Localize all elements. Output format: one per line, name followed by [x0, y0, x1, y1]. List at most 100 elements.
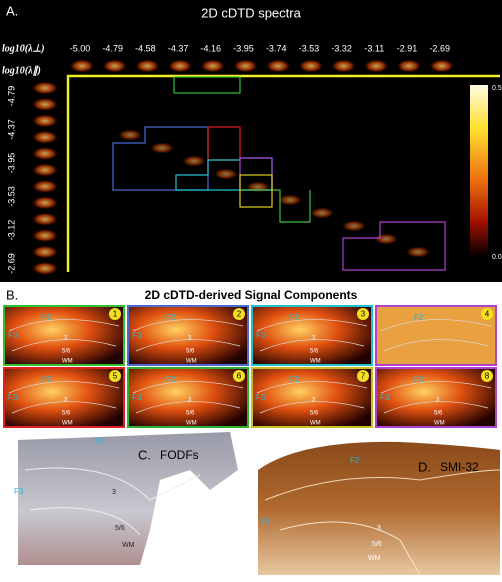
region-label: 5/6 — [186, 411, 195, 417]
top-tick-label: -2.69 — [429, 43, 450, 53]
top-tick-label: -3.95 — [233, 43, 254, 53]
thumbnail — [167, 59, 193, 73]
region-label: F3 — [256, 393, 266, 402]
top-tick-label: -3.74 — [266, 43, 287, 53]
region-label: 3 — [112, 489, 116, 496]
thumbnail — [429, 59, 455, 73]
thumbnail — [373, 233, 399, 245]
thumbnail — [134, 59, 160, 73]
region-label: F3 — [8, 393, 18, 402]
region-label: 5/6 — [310, 411, 319, 417]
region-label: WM — [310, 421, 321, 427]
tile-number: 3 — [361, 310, 366, 319]
region-label: F3 — [380, 393, 390, 402]
thumbnail — [31, 229, 59, 243]
figure: A. 2D cDTD spectra log10(λ⊥) log10(λ∥) 0… — [0, 0, 502, 577]
tile-number: 4 — [485, 310, 490, 319]
top-tick-label: -2.91 — [397, 43, 418, 53]
thumbnail — [309, 207, 335, 219]
region-label: F2 — [95, 437, 105, 446]
region-label: 5/6 — [372, 541, 382, 548]
region-label: F2 — [42, 313, 52, 322]
colorbar-label: 0.0 — [492, 254, 502, 261]
panel-label: A. — [6, 3, 18, 18]
region-label: 5/6 — [62, 349, 71, 355]
region-label: F2 — [290, 313, 300, 322]
left-tick-label: -4.37 — [6, 119, 16, 140]
thumbnail — [298, 59, 324, 73]
panel-label: B. — [6, 287, 18, 302]
thumbnail — [363, 59, 389, 73]
region-label: F2 — [414, 375, 424, 384]
top-tick-label: -3.53 — [299, 43, 320, 53]
panel-label: C. — [138, 447, 151, 462]
top-tick-label: -4.37 — [168, 43, 189, 53]
tile-number: 7 — [361, 372, 366, 381]
thumbnail — [31, 212, 59, 226]
left-tick-label: -4.79 — [6, 86, 16, 107]
left-tick-label: -2.69 — [6, 253, 16, 274]
panel-title: 2D cDTD-derived Signal Components — [145, 288, 358, 302]
thumbnail — [233, 59, 259, 73]
region-label: WM — [186, 421, 197, 427]
region-label: WM — [434, 421, 445, 427]
left-tick-label: -3.12 — [6, 220, 16, 241]
axis-label: log10(λ∥) — [2, 65, 41, 76]
region-label: F2 — [290, 375, 300, 384]
axis-label: log10(λ⊥) — [2, 43, 45, 54]
region-label: 5/6 — [434, 411, 443, 417]
thumbnail — [102, 59, 128, 73]
region-label: F2 — [414, 313, 424, 322]
panel-title: SMI-32 — [440, 460, 479, 474]
region-label: WM — [122, 542, 135, 549]
region-label: F3 — [132, 331, 142, 340]
region-label: 5/6 — [62, 411, 71, 417]
top-tick-label: -4.16 — [201, 43, 222, 53]
region-label: F2 — [166, 313, 176, 322]
top-tick-label: -3.32 — [331, 43, 352, 53]
thumbnail — [341, 220, 367, 232]
left-tick-label: -3.53 — [6, 186, 16, 207]
region-label: F2 — [350, 456, 360, 465]
thumbnail — [31, 163, 59, 177]
region-label: F3 — [261, 517, 271, 526]
thumbnail — [200, 59, 226, 73]
tile-number: 8 — [485, 372, 490, 381]
tile-number: 1 — [113, 310, 118, 319]
tile-number: 5 — [113, 372, 118, 381]
thumbnail — [31, 196, 59, 210]
thumbnail — [31, 147, 59, 161]
region-label: F3 — [256, 331, 266, 340]
panel-title: FODFs — [160, 448, 199, 462]
region-label: WM — [62, 359, 73, 365]
thumbnail — [245, 181, 271, 193]
left-tick-label: -3.95 — [6, 153, 16, 174]
region-label: WM — [368, 555, 381, 562]
thumbnail — [265, 59, 291, 73]
tile-number: 2 — [237, 310, 242, 319]
region-label: WM — [62, 421, 73, 427]
thumbnail — [31, 245, 59, 259]
region-label: F3 — [132, 393, 142, 402]
tile — [376, 306, 496, 365]
thumbnail — [31, 97, 59, 111]
thumbnail — [117, 129, 143, 141]
thumbnail — [31, 130, 59, 144]
region-label: 5/6 — [115, 525, 125, 532]
colorbar — [470, 85, 488, 257]
region-label: WM — [310, 359, 321, 365]
thumbnail — [69, 59, 95, 73]
thumbnail — [149, 142, 175, 154]
region-label: F3 — [8, 331, 18, 340]
region-label: WM — [186, 359, 197, 365]
thumbnail — [213, 168, 239, 180]
colorbar-label: 0.5 — [492, 85, 502, 92]
panel-title: 2D cDTD spectra — [201, 5, 301, 20]
panel-label: D. — [418, 459, 431, 474]
tile-number: 6 — [237, 372, 242, 381]
thumbnail — [396, 59, 422, 73]
thumbnail — [405, 246, 431, 258]
region-label: F2 — [42, 375, 52, 384]
thumbnail — [31, 81, 59, 95]
top-tick-label: -3.11 — [364, 43, 384, 53]
